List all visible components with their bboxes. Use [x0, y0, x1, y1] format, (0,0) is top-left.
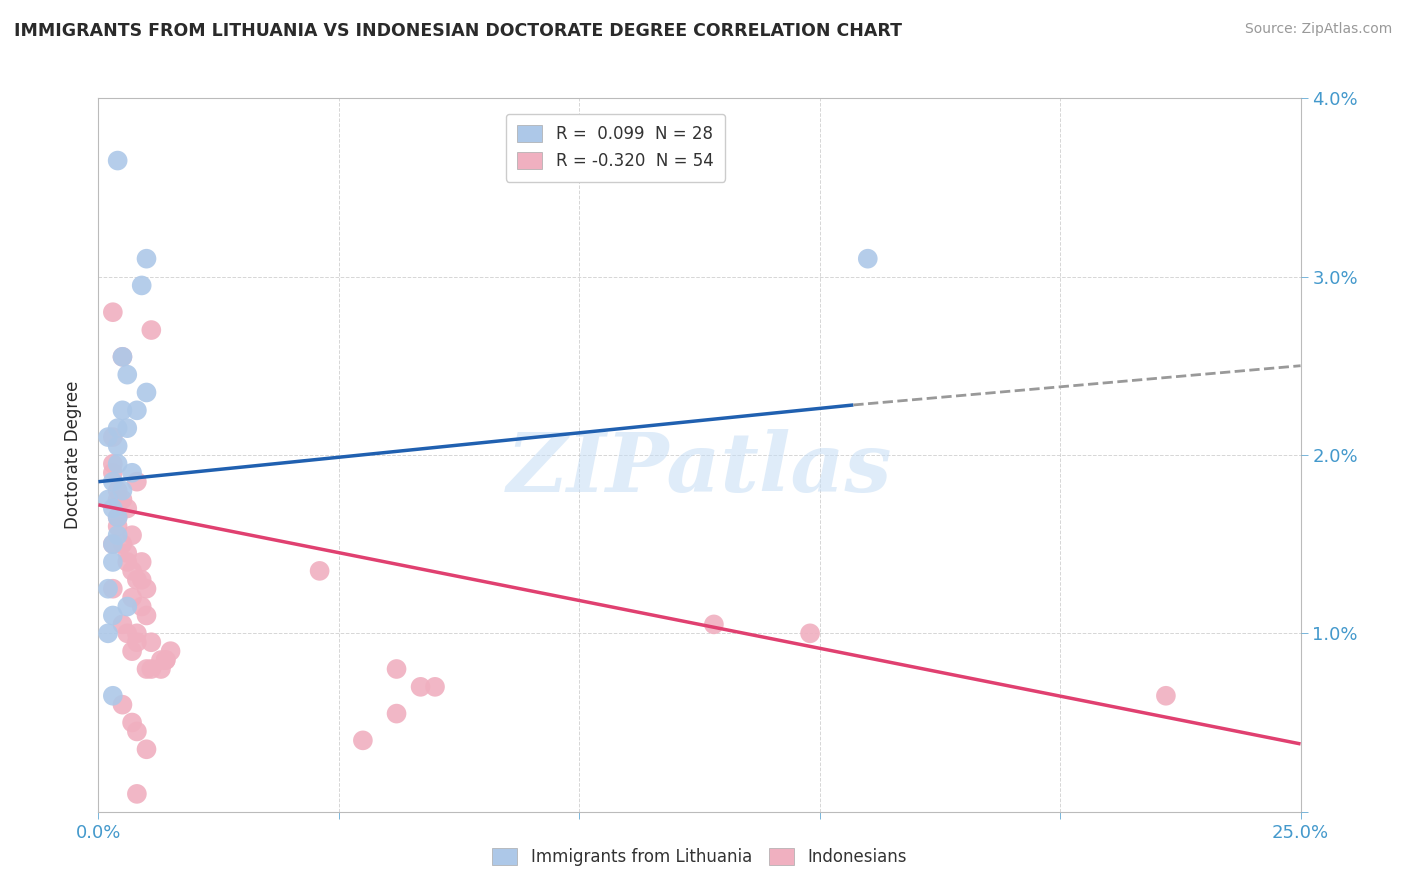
Point	[121, 528, 143, 542]
Point	[107, 457, 129, 471]
Point	[125, 475, 148, 489]
Point	[117, 626, 139, 640]
Point	[125, 787, 148, 801]
Point	[135, 582, 157, 596]
Point	[135, 385, 157, 400]
Point	[117, 421, 139, 435]
Point	[101, 457, 124, 471]
Point	[131, 278, 153, 293]
Y-axis label: Doctorate Degree: Doctorate Degree	[65, 381, 83, 529]
Point	[121, 466, 143, 480]
Point	[101, 582, 124, 596]
Point	[107, 439, 129, 453]
Point	[125, 724, 148, 739]
Point	[101, 466, 124, 480]
Point	[111, 483, 134, 498]
Point	[141, 662, 163, 676]
Point	[97, 582, 120, 596]
Legend: Immigrants from Lithuania, Indonesians: Immigrants from Lithuania, Indonesians	[484, 840, 915, 875]
Point	[101, 430, 124, 444]
Point	[117, 555, 139, 569]
Point	[117, 546, 139, 560]
Point	[111, 403, 134, 417]
Point	[117, 599, 139, 614]
Point	[97, 492, 120, 507]
Point	[101, 537, 124, 551]
Point	[125, 635, 148, 649]
Point	[135, 662, 157, 676]
Point	[101, 475, 124, 489]
Point	[101, 537, 124, 551]
Point	[385, 706, 408, 721]
Point	[111, 492, 134, 507]
Point	[409, 680, 432, 694]
Point	[117, 368, 139, 382]
Point	[1154, 689, 1177, 703]
Point	[135, 252, 157, 266]
Point	[155, 653, 177, 667]
Point	[149, 662, 172, 676]
Point	[111, 698, 134, 712]
Point	[385, 662, 408, 676]
Point	[111, 350, 134, 364]
Point	[141, 323, 163, 337]
Point	[101, 305, 124, 319]
Point	[799, 626, 821, 640]
Point	[703, 617, 725, 632]
Point	[141, 635, 163, 649]
Point	[111, 350, 134, 364]
Point	[155, 653, 177, 667]
Point	[107, 153, 129, 168]
Text: IMMIGRANTS FROM LITHUANIA VS INDONESIAN DOCTORATE DEGREE CORRELATION CHART: IMMIGRANTS FROM LITHUANIA VS INDONESIAN …	[14, 22, 903, 40]
Point	[125, 403, 148, 417]
Point	[856, 252, 879, 266]
Point	[423, 680, 446, 694]
Text: Source: ZipAtlas.com: Source: ZipAtlas.com	[1244, 22, 1392, 37]
Point	[121, 564, 143, 578]
Point	[107, 510, 129, 524]
Point	[107, 519, 129, 533]
Point	[308, 564, 330, 578]
Point	[97, 430, 120, 444]
Point	[121, 644, 143, 658]
Point	[159, 644, 181, 658]
Point	[111, 617, 134, 632]
Point	[131, 599, 153, 614]
Point	[125, 573, 148, 587]
Point	[101, 608, 124, 623]
Point	[101, 555, 124, 569]
Point	[149, 653, 172, 667]
Point	[135, 742, 157, 756]
Point	[121, 715, 143, 730]
Point	[121, 591, 143, 605]
Point	[107, 492, 129, 507]
Point	[352, 733, 374, 747]
Point	[131, 573, 153, 587]
Point	[135, 608, 157, 623]
Text: ZIPatlas: ZIPatlas	[506, 429, 893, 509]
Point	[107, 510, 129, 524]
Point	[131, 555, 153, 569]
Point	[107, 483, 129, 498]
Point	[107, 528, 129, 542]
Point	[117, 501, 139, 516]
Point	[107, 421, 129, 435]
Point	[97, 626, 120, 640]
Point	[101, 501, 124, 516]
Point	[101, 689, 124, 703]
Point	[125, 626, 148, 640]
Point	[111, 537, 134, 551]
